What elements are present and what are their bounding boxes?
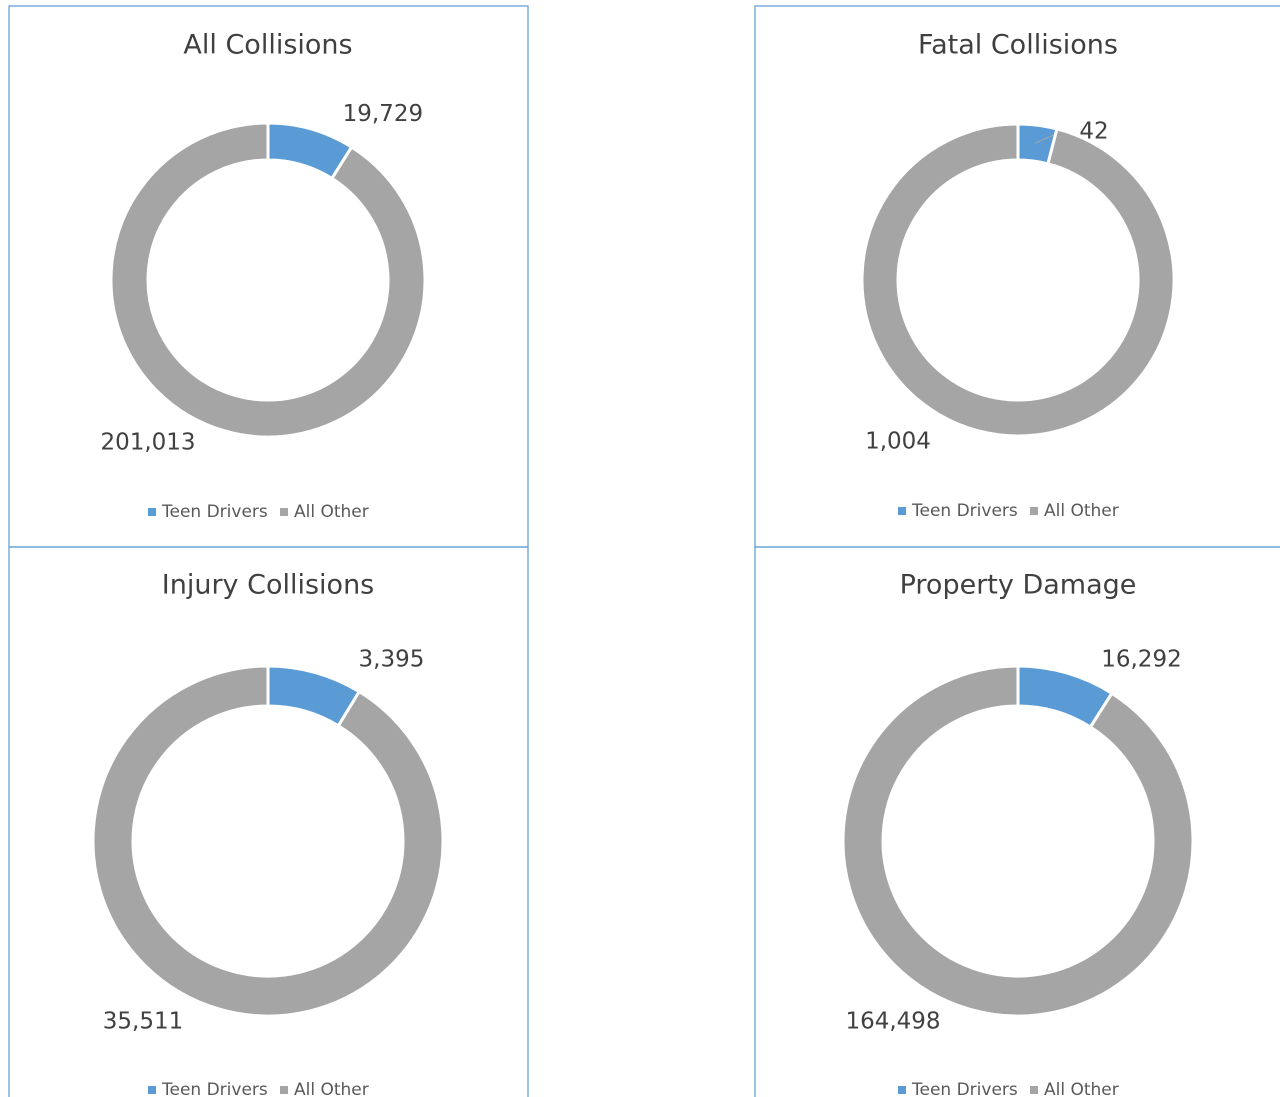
data-label: 19,729 [343, 101, 423, 127]
data-label: 1,004 [865, 429, 931, 455]
chart-title: Property Damage [900, 570, 1137, 601]
legend-swatch [1030, 1086, 1038, 1094]
panel [754, 5, 1280, 548]
legend-label: Teen Drivers [911, 501, 1018, 521]
chart-title: Fatal Collisions [918, 30, 1118, 61]
panel [754, 546, 1280, 1097]
chart-title: Injury Collisions [162, 570, 375, 601]
donut-slice [109, 121, 427, 439]
legend-label: All Other [294, 502, 369, 522]
panel [8, 546, 529, 1097]
panel [8, 5, 529, 548]
data-label: 201,013 [100, 430, 195, 456]
chart-title: All Collisions [183, 30, 352, 61]
donut-slice [91, 664, 445, 1018]
legend-swatch [898, 507, 906, 515]
data-label: 35,511 [103, 1009, 183, 1035]
legend-label: Teen Drivers [161, 1080, 268, 1097]
donut-slice [860, 122, 1176, 438]
donut-slice [841, 664, 1195, 1018]
legend-label: All Other [294, 1080, 369, 1097]
legend-label: Teen Drivers [161, 502, 268, 522]
legend-label: All Other [1044, 1080, 1119, 1097]
legend-swatch [148, 508, 156, 516]
legend-label: Teen Drivers [911, 1080, 1018, 1097]
legend-swatch [1030, 507, 1038, 515]
legend-swatch [280, 508, 288, 516]
legend-swatch [898, 1086, 906, 1094]
legend-swatch [148, 1086, 156, 1094]
data-label: 16,292 [1101, 646, 1181, 672]
data-label: 164,498 [845, 1009, 940, 1035]
legend-label: All Other [1044, 501, 1119, 521]
legend-swatch [280, 1086, 288, 1094]
data-label: 3,395 [359, 646, 425, 672]
